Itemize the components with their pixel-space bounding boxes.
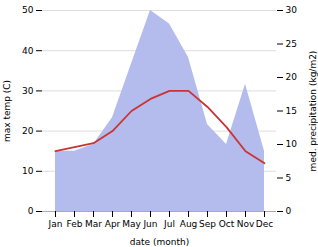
svg-text:med. precipitation (kg/m2): med. precipitation (kg/m2): [308, 51, 318, 172]
svg-text:40: 40: [22, 46, 34, 56]
svg-text:Apr: Apr: [105, 219, 121, 229]
svg-text:Jul: Jul: [163, 219, 175, 229]
svg-text:Oct: Oct: [219, 219, 235, 229]
svg-text:Sep: Sep: [199, 219, 216, 229]
svg-text:Dec: Dec: [256, 219, 273, 229]
svg-text:25: 25: [286, 39, 297, 49]
svg-text:30: 30: [22, 86, 34, 96]
svg-text:date (month): date (month): [130, 237, 189, 247]
svg-text:Jan: Jan: [48, 219, 63, 229]
svg-text:5: 5: [286, 173, 292, 183]
svg-text:Aug: Aug: [180, 219, 198, 229]
svg-text:15: 15: [286, 106, 297, 116]
svg-text:10: 10: [22, 166, 34, 176]
svg-text:Jun: Jun: [142, 219, 157, 229]
svg-text:Mar: Mar: [85, 219, 102, 229]
svg-text:20: 20: [286, 72, 298, 82]
svg-text:30: 30: [286, 5, 298, 15]
svg-text:May: May: [122, 219, 141, 229]
svg-text:20: 20: [22, 126, 34, 136]
svg-text:max temp (C): max temp (C): [2, 80, 12, 142]
svg-text:0: 0: [286, 206, 292, 216]
svg-text:0: 0: [28, 206, 34, 216]
svg-text:Feb: Feb: [67, 219, 83, 229]
svg-text:10: 10: [286, 139, 298, 149]
svg-text:50: 50: [22, 5, 34, 15]
svg-text:Nov: Nov: [237, 219, 255, 229]
